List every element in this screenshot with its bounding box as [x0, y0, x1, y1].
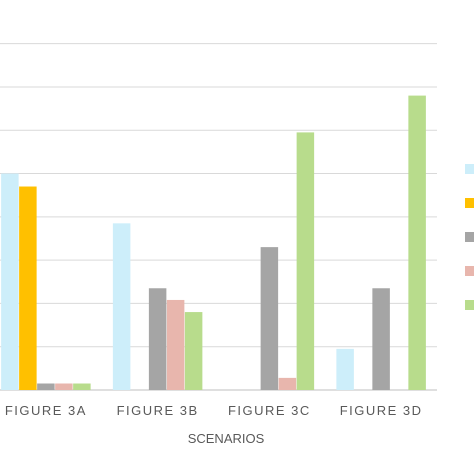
legend	[465, 164, 474, 310]
legend-swatch-3	[465, 232, 474, 242]
legend-swatch-5	[465, 300, 474, 310]
bar-4	[278, 377, 297, 390]
bar-4	[166, 299, 185, 390]
bar-1	[1, 173, 19, 390]
x-tick-label: FIGURE 3D	[340, 403, 423, 418]
bar-4	[55, 383, 73, 390]
bar-5	[408, 95, 426, 390]
x-tick-label: FIGURE 3A	[5, 403, 87, 418]
bar-2	[19, 186, 37, 390]
bar-3	[148, 288, 167, 390]
bar-1	[112, 223, 131, 390]
bar-1	[336, 348, 354, 390]
bars	[1, 95, 426, 390]
x-tick-label: FIGURE 3B	[117, 403, 199, 418]
x-axis-title: SCENARIOS	[188, 431, 265, 446]
legend-swatch-2	[465, 198, 474, 208]
bar-3	[37, 383, 55, 390]
gridlines	[0, 43, 437, 391]
legend-swatch-1	[465, 164, 474, 174]
bar-3	[260, 247, 279, 390]
bar-3	[372, 288, 390, 390]
bar-5	[73, 383, 91, 390]
legend-swatch-4	[465, 266, 474, 276]
bar-5	[184, 312, 203, 390]
x-tick-label: FIGURE 3C	[228, 403, 311, 418]
bar-5	[296, 132, 315, 390]
x-tick-labels: FIGURE 3A FIGURE 3B FIGURE 3C FIGURE 3D	[5, 403, 423, 418]
